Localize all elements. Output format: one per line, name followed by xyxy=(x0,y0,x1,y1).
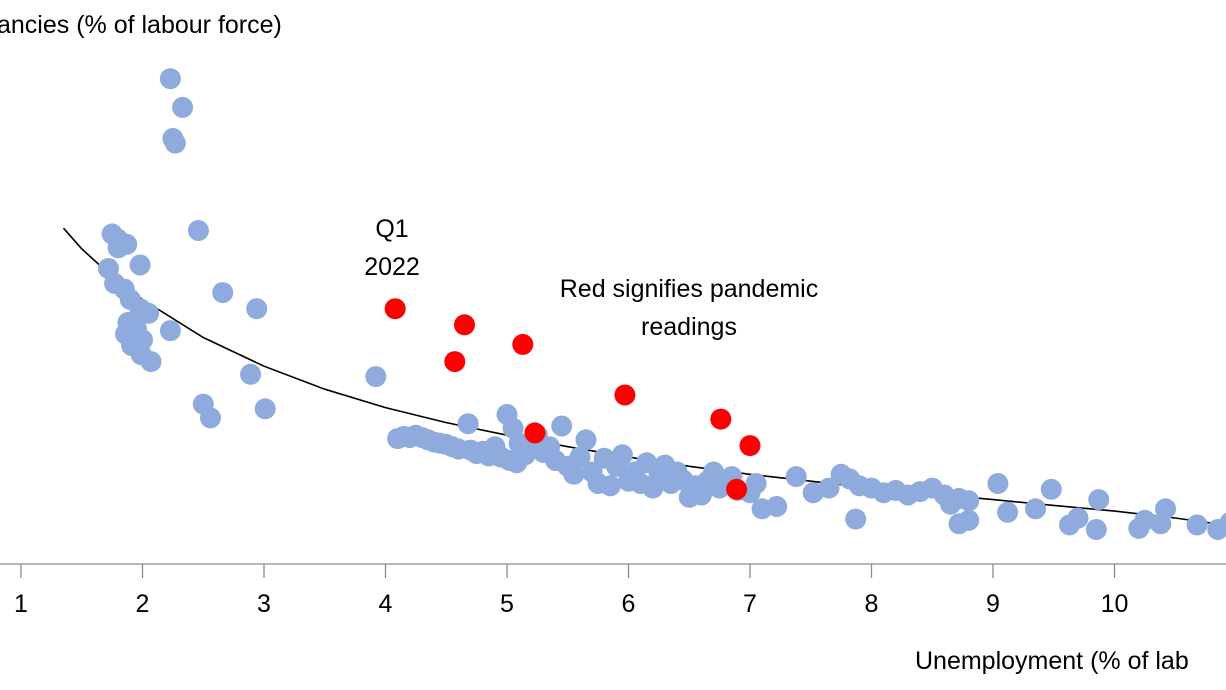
historic-point xyxy=(1040,478,1062,500)
historic-point xyxy=(107,237,129,259)
historic-point xyxy=(172,96,194,118)
historic-point xyxy=(569,446,591,468)
historic-point xyxy=(551,415,573,437)
x-tick-label: 9 xyxy=(986,590,1000,618)
historic-point xyxy=(599,475,621,497)
historic-point xyxy=(1085,519,1107,540)
historic-point xyxy=(212,282,234,304)
historic-point xyxy=(246,298,268,320)
historic-point xyxy=(164,132,186,154)
x-tick-label: 6 xyxy=(622,590,636,618)
x-tick-label: 5 xyxy=(500,590,514,618)
x-tick-label: 7 xyxy=(743,590,757,618)
historic-point xyxy=(457,413,479,435)
y-axis-title: ancies (% of labour force) xyxy=(0,11,282,39)
historic-point xyxy=(1025,498,1046,520)
pandemic-point xyxy=(524,422,546,444)
historic-point xyxy=(818,477,840,499)
pandemic-point xyxy=(726,478,748,500)
historic-point xyxy=(745,473,767,494)
historic-point xyxy=(187,220,209,241)
historic-point xyxy=(845,508,867,530)
x-tick-label: 4 xyxy=(379,590,393,618)
x-tick-label: 10 xyxy=(1101,590,1129,618)
historic-point xyxy=(1155,498,1176,520)
historic-point xyxy=(1219,512,1226,533)
historic-point xyxy=(958,490,980,512)
historic-point xyxy=(254,398,276,420)
historic-point xyxy=(636,452,658,474)
historic-point xyxy=(802,482,824,504)
x-tick-label: 3 xyxy=(257,590,271,618)
historic-point xyxy=(1134,509,1156,531)
pandemic-point xyxy=(614,384,636,406)
historic-point xyxy=(987,473,1009,494)
historic-point xyxy=(785,466,807,488)
historic-point xyxy=(766,496,788,517)
historic-point xyxy=(140,351,162,373)
historic-point xyxy=(575,429,597,451)
pandemic-note-line2: readings xyxy=(641,313,737,341)
pandemic-point xyxy=(444,351,466,373)
pandemic-point xyxy=(454,314,475,336)
historic-point xyxy=(129,254,151,276)
pandemic-point xyxy=(512,333,534,355)
x-axis-title: Unemployment (% of lab xyxy=(915,647,1189,675)
pandemic-point xyxy=(384,298,406,320)
historic-point xyxy=(1088,489,1110,511)
q1-annotation-line2: 2022 xyxy=(364,253,420,281)
historic-point xyxy=(1067,507,1089,529)
historic-point xyxy=(159,320,181,342)
q1-annotation-line1: Q1 xyxy=(375,215,408,243)
historic-point xyxy=(138,302,160,324)
pandemic-point xyxy=(739,435,761,457)
x-tick-label: 8 xyxy=(865,590,879,618)
historic-point xyxy=(563,463,585,485)
historic-point xyxy=(958,509,980,531)
historic-point xyxy=(159,68,181,90)
pandemic-point xyxy=(710,408,732,430)
historic-point xyxy=(997,501,1019,523)
historic-point xyxy=(1186,514,1208,536)
x-ticks-layer: 123456789101 xyxy=(14,564,1129,618)
historic-point xyxy=(200,407,221,429)
pandemic-note-line1: Red signifies pandemic xyxy=(560,275,818,303)
historic-point xyxy=(365,366,387,388)
data-points-layer xyxy=(98,68,1226,540)
historic-point xyxy=(611,444,633,466)
x-tick-label: 2 xyxy=(136,590,150,618)
x-tick-label: 1 xyxy=(14,590,28,618)
historic-point xyxy=(240,363,262,385)
